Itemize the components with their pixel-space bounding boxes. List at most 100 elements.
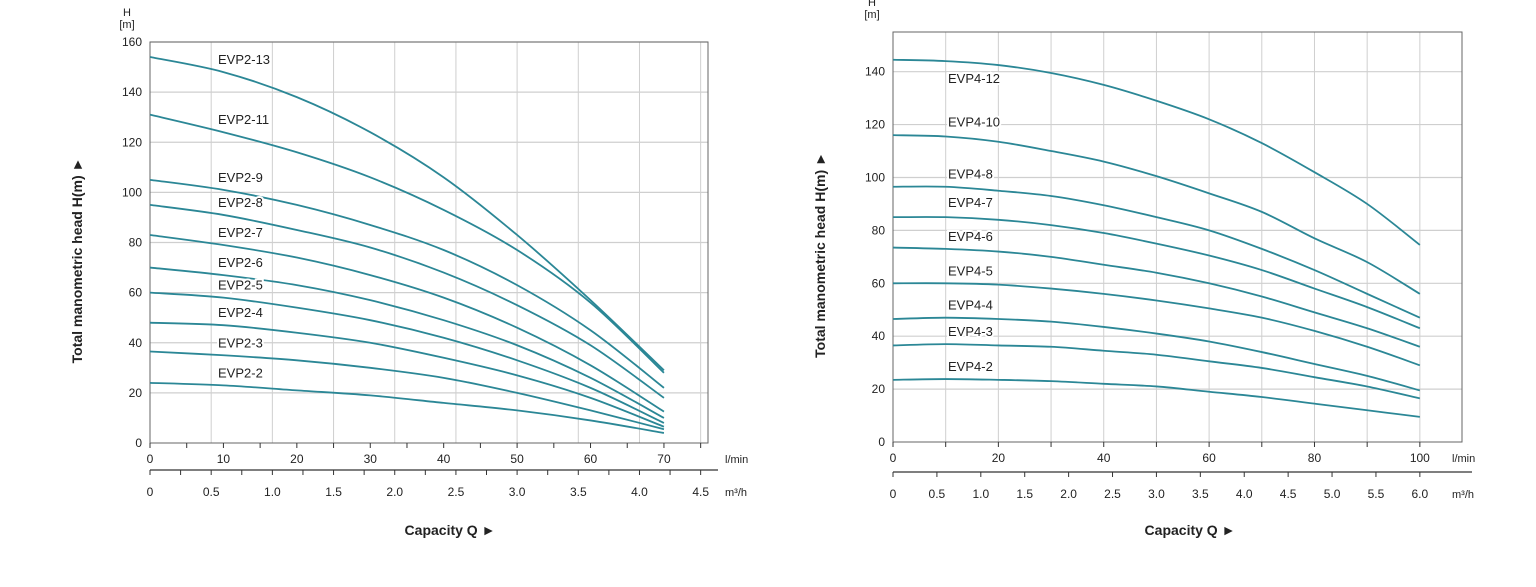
- curve-evp4-2: [892, 378, 1420, 418]
- curve-evp4-6: [892, 246, 1421, 348]
- x2-tick-label: 0.5: [929, 487, 946, 501]
- x-tick-label: 80: [1308, 451, 1322, 465]
- x-tick-label: 100: [1410, 451, 1430, 465]
- x2-tick-label: 1.0: [972, 487, 989, 501]
- h-label: H: [868, 0, 876, 9]
- x2-unit-label: m³/h: [1452, 489, 1474, 501]
- series-label: EVP4-6: [948, 229, 993, 244]
- x2-tick-label: 3.5: [570, 485, 587, 499]
- series-label: EVP2-11: [218, 112, 269, 127]
- x-tick-label: 20: [290, 452, 304, 466]
- x-tick-label: 0: [890, 451, 897, 465]
- curve-evp2-7: [149, 234, 665, 413]
- x-unit-label: l/min: [1452, 453, 1475, 465]
- x2-tick-label: 2.5: [1104, 487, 1121, 501]
- x-axis-title: Capacity Q ►: [1145, 522, 1236, 538]
- y-tick-label: 0: [878, 435, 885, 449]
- y-tick-label: 160: [122, 35, 142, 49]
- y-axis-title: Total manometric head H(m) ►: [812, 152, 828, 358]
- x-tick-label: 20: [992, 451, 1006, 465]
- x-tick-label: 50: [510, 452, 524, 466]
- curve-evp2-5: [149, 291, 665, 424]
- series-label: EVP4-3: [948, 324, 993, 339]
- x-tick-label: 60: [1202, 451, 1216, 465]
- x-unit-label: l/min: [725, 454, 748, 466]
- y-tick-label: 40: [872, 329, 886, 343]
- x-tick-label: 40: [1097, 451, 1111, 465]
- x2-tick-label: 0: [890, 487, 897, 501]
- x2-tick-label: 3.0: [509, 485, 526, 499]
- y-tick-label: 100: [122, 185, 142, 199]
- curve-evp2-11: [149, 113, 665, 374]
- y-tick-label: 60: [129, 286, 143, 300]
- series-label: EVP4-7: [948, 195, 993, 210]
- x2-tick-label: 1.0: [264, 485, 281, 499]
- y-tick-label: 120: [865, 118, 885, 132]
- curve-evp2-4: [149, 321, 665, 428]
- series-label: EVP4-4: [948, 298, 993, 313]
- x2-tick-label: 2.0: [386, 485, 403, 499]
- x2-tick-label: 4.0: [631, 485, 648, 499]
- series-label: EVP2-8: [218, 195, 263, 210]
- y-axis-title: Total manometric head H(m) ►: [69, 158, 85, 364]
- curve-evp2-9: [149, 178, 665, 389]
- evp4-chart: 0 20 40 60 80 100 120 140 0 20 40 60 80 100 l/min 0 0.5 1…: [812, 0, 1475, 538]
- series-label: EVP2-9: [218, 170, 263, 185]
- x2-tick-label: 4.5: [692, 485, 709, 499]
- x2-tick-label: 4.5: [1280, 487, 1297, 501]
- y-tick-label: 20: [872, 382, 886, 396]
- x-tick-label: 60: [584, 452, 598, 466]
- series-label: EVP2-13: [218, 52, 270, 67]
- x2-tick-label: 2.0: [1060, 487, 1077, 501]
- curve-evp2-6: [149, 266, 665, 419]
- series-label: EVP4-8: [948, 167, 993, 182]
- y-tick-label: 60: [872, 276, 886, 290]
- x-tick-label: 70: [657, 452, 671, 466]
- x2-tick-label: 0.5: [203, 485, 220, 499]
- y-tick-label: 80: [872, 223, 886, 237]
- x2-tick-label: 3.0: [1148, 487, 1165, 501]
- y-tick-label: 100: [865, 170, 885, 184]
- x-tick-label: 40: [437, 452, 451, 466]
- series-label: EVP4-2: [948, 359, 993, 374]
- x2-tick-label: 5.0: [1324, 487, 1341, 501]
- x2-tick-label: 2.5: [448, 485, 465, 499]
- curve-evp4-10: [892, 134, 1421, 295]
- x-tick-label: 30: [364, 452, 378, 466]
- x-tick-label: 0: [147, 452, 154, 466]
- plot-frame: [149, 41, 709, 444]
- curve-evp4-12: [892, 58, 1421, 246]
- plot-frame: [892, 31, 1463, 443]
- y-tick-label: 20: [129, 386, 143, 400]
- y-tick-label: 40: [129, 336, 143, 350]
- curve-evp4-4: [892, 316, 1421, 392]
- x-tick-label: 10: [217, 452, 231, 466]
- series-label: EVP2-2: [218, 365, 263, 380]
- curve-evp2-2: [149, 381, 665, 434]
- x2-tick-label: 5.5: [1368, 487, 1385, 501]
- series-label: EVP2-6: [218, 255, 263, 270]
- x2-tick-label: 0: [147, 485, 154, 499]
- series-label: EVP4-10: [948, 114, 1000, 129]
- h-label: H: [123, 7, 131, 19]
- x2-tick-label: 6.0: [1412, 487, 1429, 501]
- x-axis-title: Capacity Q ►: [405, 522, 496, 538]
- h-unit-label: [m]: [119, 19, 134, 31]
- curve-evp4-7: [892, 216, 1421, 330]
- x2-unit-label: m³/h: [725, 487, 747, 499]
- y-tick-label: 140: [122, 85, 142, 99]
- series-label: EVP2-7: [218, 225, 263, 240]
- y-tick-label: 0: [135, 436, 142, 450]
- series-label: EVP2-4: [218, 305, 263, 320]
- curve-evp2-3: [149, 350, 665, 431]
- series-label: EVP2-5: [218, 278, 263, 293]
- curve-evp2-13: [149, 56, 665, 371]
- y-tick-label: 120: [122, 135, 142, 149]
- curve-evp4-3: [892, 343, 1421, 400]
- series-label: EVP2-3: [218, 335, 263, 350]
- x2-tick-label: 1.5: [1016, 487, 1033, 501]
- x2-tick-label: 1.5: [325, 485, 342, 499]
- x2-tick-label: 3.5: [1192, 487, 1209, 501]
- series-label: EVP4-12: [948, 71, 1000, 86]
